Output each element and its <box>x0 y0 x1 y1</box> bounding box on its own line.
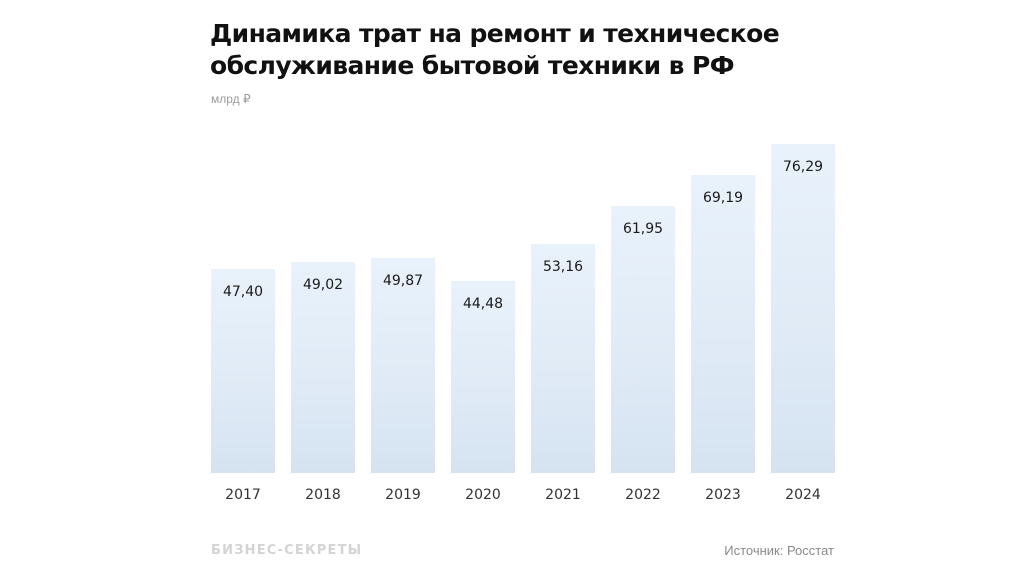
x-tick-label: 2020 <box>465 487 501 503</box>
bar-value-label: 44,48 <box>462 296 504 312</box>
bar-2021: 53,16 <box>531 244 595 473</box>
x-tick-label: 2023 <box>705 487 741 503</box>
bar-2019: 49,87 <box>371 258 435 473</box>
bar-value-label: 76,29 <box>782 159 824 175</box>
unit-label: млрд ₽ <box>211 92 251 106</box>
bar-value-label: 53,16 <box>542 259 584 275</box>
bar-2020: 44,48 <box>451 281 515 473</box>
x-tick-label: 2018 <box>305 487 341 503</box>
x-tick-label: 2022 <box>625 487 661 503</box>
brand-logo: БИЗНЕС-СЕКРЕТЫ <box>211 543 363 558</box>
source-note: Источник: Росстат <box>724 543 834 558</box>
bar-value-label: 49,02 <box>302 277 344 293</box>
x-tick-label: 2017 <box>225 487 261 503</box>
bar-value-label: 69,19 <box>702 190 744 206</box>
bar-value-label: 47,40 <box>222 284 264 300</box>
x-tick-label: 2021 <box>545 487 581 503</box>
bar-2022: 61,95 <box>611 206 675 473</box>
bar-2023: 69,19 <box>691 175 755 473</box>
bar-chart-plot: 47,40 49,02 49,87 44,48 53,16 61,95 69,19 76,29 <box>211 130 835 473</box>
chart-title: Динамика трат на ремонт и техническое об… <box>210 19 780 80</box>
bar-2024: 76,29 <box>771 144 835 473</box>
bar-2018: 49,02 <box>291 262 355 473</box>
bar-2017: 47,40 <box>211 269 275 473</box>
bar-value-label: 49,87 <box>382 273 424 289</box>
bar-value-label: 61,95 <box>622 221 664 237</box>
x-tick-label: 2024 <box>785 487 821 503</box>
x-tick-label: 2019 <box>385 487 421 503</box>
